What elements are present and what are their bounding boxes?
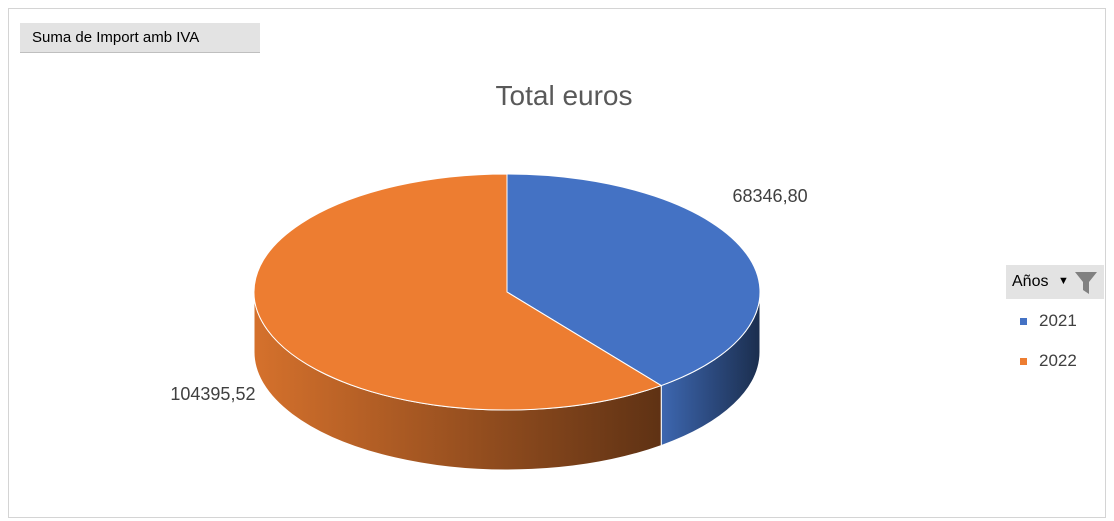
chart-title: Total euros: [495, 80, 633, 111]
value-field-button[interactable]: Suma de Import amb IVA: [20, 23, 260, 53]
legend-label: 2022: [1039, 351, 1077, 370]
legend-title: Años: [1012, 273, 1049, 290]
data-label-2022: 104395,52: [170, 384, 255, 404]
data-label-2021: 68346,80: [733, 186, 808, 206]
legend-filter-button[interactable]: Años ▼: [1006, 265, 1104, 299]
funnel-filter-icon[interactable]: [1072, 268, 1100, 296]
legend-swatch: [1020, 317, 1027, 325]
legend-label: 2021: [1039, 311, 1077, 330]
dropdown-arrow-icon[interactable]: ▼: [1058, 275, 1069, 287]
legend-item-2021[interactable]: 2021: [1020, 310, 1077, 332]
legend-swatch: [1020, 357, 1027, 365]
legend-item-2022[interactable]: 2022: [1020, 350, 1077, 372]
pie-slice-2022[interactable]: [253, 173, 663, 411]
pie-slice-2021[interactable]: [506, 173, 761, 387]
